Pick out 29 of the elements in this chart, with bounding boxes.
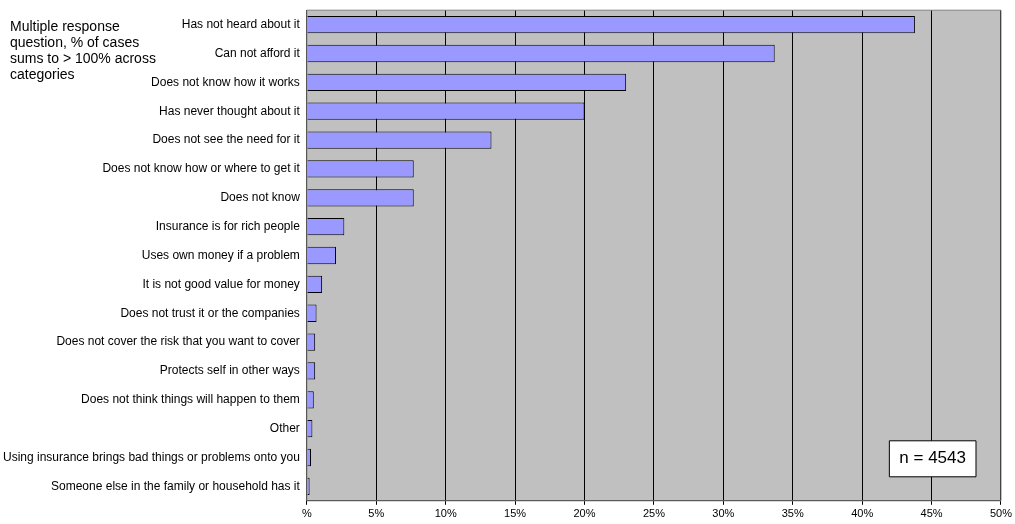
y-tick-label: Uses own money if a problem [141, 247, 300, 262]
y-tick-label: Does not know [220, 190, 301, 205]
y-tick-label: Does not trust it or the companies [120, 305, 300, 320]
y-tick-label: It is not good value for money [142, 276, 300, 291]
x-tick-label: 35% [781, 507, 804, 520]
y-tick-label: Insurance is for rich people [155, 218, 301, 233]
x-tick-label: 30% [712, 507, 735, 520]
x-tick-label: 40% [851, 507, 874, 520]
y-tick-label: Does not know how or where to get it [102, 161, 301, 176]
x-tick-label: 15% [504, 507, 527, 520]
y-tick-label: Using insurance brings bad things or problems onto you [2, 449, 300, 464]
annotation: n = 4543 [899, 448, 966, 468]
y-tick-label: Protects self in other ways [159, 363, 300, 378]
y-tick-label: Has never thought about it [159, 103, 301, 118]
y-tick-label: Does not think things will happen to them [81, 392, 300, 407]
y-tick-label: Has not heard about it [181, 16, 301, 31]
y-tick-label: Can not afford it [214, 45, 301, 60]
y-tick-label: Does not cover the risk that you want to cover [56, 334, 300, 349]
x-tick-label: % [301, 507, 312, 520]
y-tick-label: Someone else in the family or household has it [51, 478, 301, 493]
y-tick-label: Other [269, 420, 300, 435]
x-tick-label: 45% [920, 507, 943, 520]
x-tick-label: 50% [989, 507, 1013, 520]
y-tick-label: Does not see the need for it [152, 132, 301, 147]
x-tick-label: 25% [642, 507, 666, 520]
x-tick-label: 10% [434, 507, 457, 520]
x-tick-label: 20% [573, 507, 596, 520]
y-tick-label: Does not know how it works [151, 74, 300, 89]
x-tick-label: 5% [368, 507, 385, 520]
